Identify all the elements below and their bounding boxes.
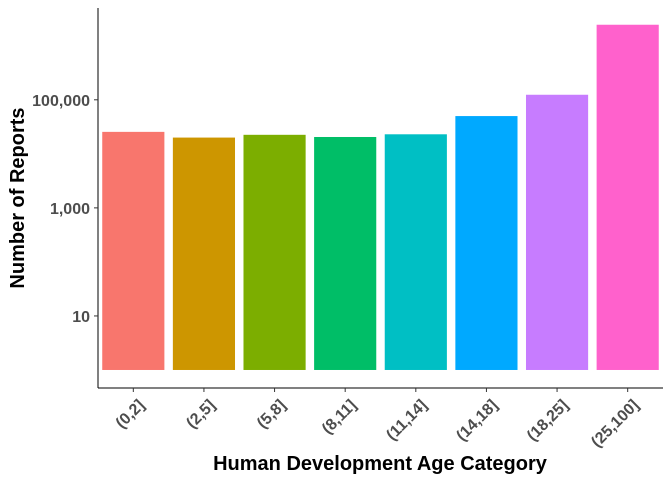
x-axis-title: Human Development Age Category xyxy=(213,453,548,475)
bar xyxy=(596,24,659,370)
y-tick-label: 100,000 xyxy=(32,93,90,110)
bar xyxy=(314,136,377,370)
y-tick-label: 1,000 xyxy=(50,201,90,218)
x-tick-label: (0,2] xyxy=(113,397,148,432)
x-tick-label: (2,5] xyxy=(183,397,218,432)
y-axis-title: Number of Reports xyxy=(7,107,29,288)
x-tick-label: (14,18] xyxy=(453,397,501,445)
bar xyxy=(172,137,236,370)
x-tick-label: (8,11] xyxy=(319,397,360,438)
bar xyxy=(384,134,447,370)
y-tick-label: 10 xyxy=(72,309,90,326)
bar xyxy=(525,94,589,370)
x-tick-label: (25,100] xyxy=(588,397,642,451)
x-tick-label: (11,14] xyxy=(383,397,430,444)
bar xyxy=(102,131,165,370)
x-tick-label: (18,25] xyxy=(524,397,572,445)
bar xyxy=(243,134,306,370)
bar xyxy=(455,116,518,370)
x-tick-label: (5,8] xyxy=(254,397,289,432)
